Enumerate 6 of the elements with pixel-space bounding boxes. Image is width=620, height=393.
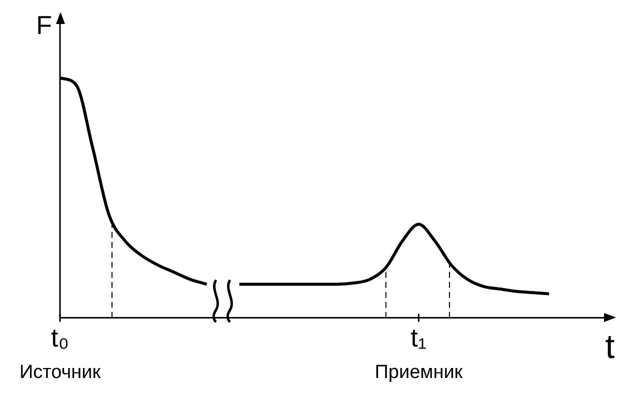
text: Источник [19, 362, 102, 383]
y-axis-title: F [36, 10, 52, 40]
x-tick-label: t₀ [50, 322, 70, 353]
x-tick-label: t₁ [410, 322, 427, 353]
x-axis-title: t [605, 328, 616, 366]
text: Приемник [374, 362, 464, 383]
